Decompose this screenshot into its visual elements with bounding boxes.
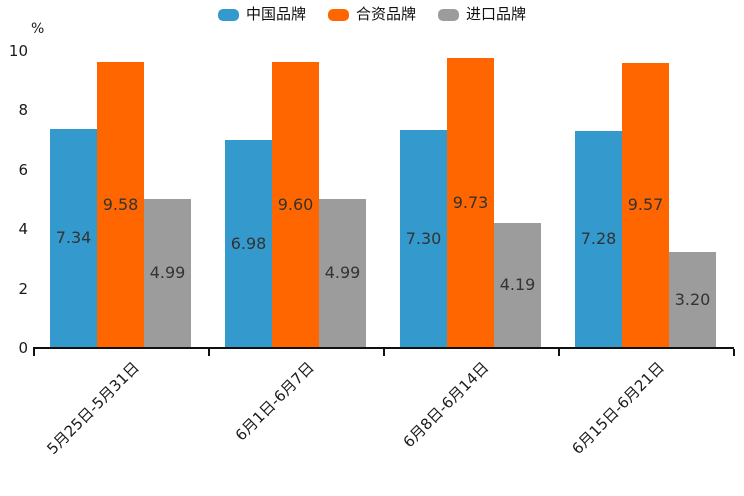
bar-value-label: 4.99 — [149, 263, 186, 282]
y-axis-tick-label: 4 — [18, 220, 28, 239]
x-axis-tick-mark — [383, 349, 385, 356]
bar-joint-venture-brand-period-4: 9.57 — [622, 63, 669, 347]
bar-china-brand-period-1: 7.34 — [50, 129, 97, 347]
bar-value-label: 4.19 — [499, 275, 536, 294]
y-axis-tick-label: 6 — [18, 160, 28, 179]
bar-value-label: 4.99 — [324, 263, 361, 282]
bar-value-label: 9.57 — [627, 195, 664, 214]
bar-import-brand-period-3: 4.19 — [494, 223, 541, 347]
y-axis-tick-label: 0 — [18, 339, 28, 357]
y-axis-tick-label: 2 — [18, 279, 28, 298]
legend-label: 中国品牌 — [245, 5, 306, 23]
bar-china-brand-period-2: 6.98 — [225, 140, 272, 347]
y-axis-tick-label: 10 — [8, 42, 28, 60]
bar-import-brand-period-2: 4.99 — [319, 199, 366, 347]
bar-joint-venture-brand-period-1: 9.58 — [97, 62, 144, 347]
x-axis-tick-mark — [33, 349, 35, 356]
legend-label: 进口品牌 — [466, 5, 527, 23]
x-axis-category-label: 6月8日-6月14日 — [399, 358, 493, 452]
bar-value-label: 9.58 — [102, 194, 139, 214]
legend-item-import-brand[interactable]: 进口品牌 — [438, 7, 526, 22]
x-axis-tick-mark — [733, 349, 735, 356]
bar-import-brand-period-1: 4.99 — [144, 199, 191, 347]
x-axis-category-label: 6月15日-6月21日 — [568, 358, 668, 458]
legend-swatch-icon — [327, 8, 349, 21]
legend: 中国品牌 合资品牌 进口品牌 — [0, 7, 744, 22]
bar-value-label: 9.60 — [277, 194, 314, 214]
bar-value-label: 3.20 — [674, 289, 711, 309]
x-axis-tick-mark — [208, 349, 210, 356]
legend-label: 合资品牌 — [355, 5, 416, 23]
legend-swatch-icon — [217, 8, 239, 21]
legend-item-joint-venture-brand[interactable]: 合资品牌 — [327, 5, 416, 23]
bar-joint-venture-brand-period-3: 9.73 — [447, 58, 494, 347]
bar-value-label: 7.34 — [55, 228, 92, 247]
y-axis-unit-label: % — [31, 21, 45, 37]
bar-china-brand-period-3: 7.30 — [400, 130, 447, 347]
bar-china-brand-period-4: 7.28 — [575, 131, 622, 347]
x-axis-category-label: 6月1日-6月7日 — [231, 358, 318, 445]
bar-value-label: 9.73 — [452, 192, 489, 212]
x-axis-line — [33, 347, 734, 349]
bar-value-label: 6.98 — [230, 233, 267, 253]
x-axis-category-label: 5月25日-5月31日 — [43, 358, 143, 458]
legend-item-china-brand[interactable]: 中国品牌 — [217, 5, 306, 23]
x-axis-tick-mark — [558, 349, 560, 356]
bar-value-label: 7.30 — [405, 228, 442, 248]
bar-joint-venture-brand-period-2: 9.60 — [272, 62, 319, 347]
bar-value-label: 7.28 — [580, 229, 617, 248]
bar-import-brand-period-4: 3.20 — [669, 252, 716, 347]
legend-swatch-icon — [438, 8, 459, 21]
y-axis-tick-label: 8 — [18, 101, 28, 120]
